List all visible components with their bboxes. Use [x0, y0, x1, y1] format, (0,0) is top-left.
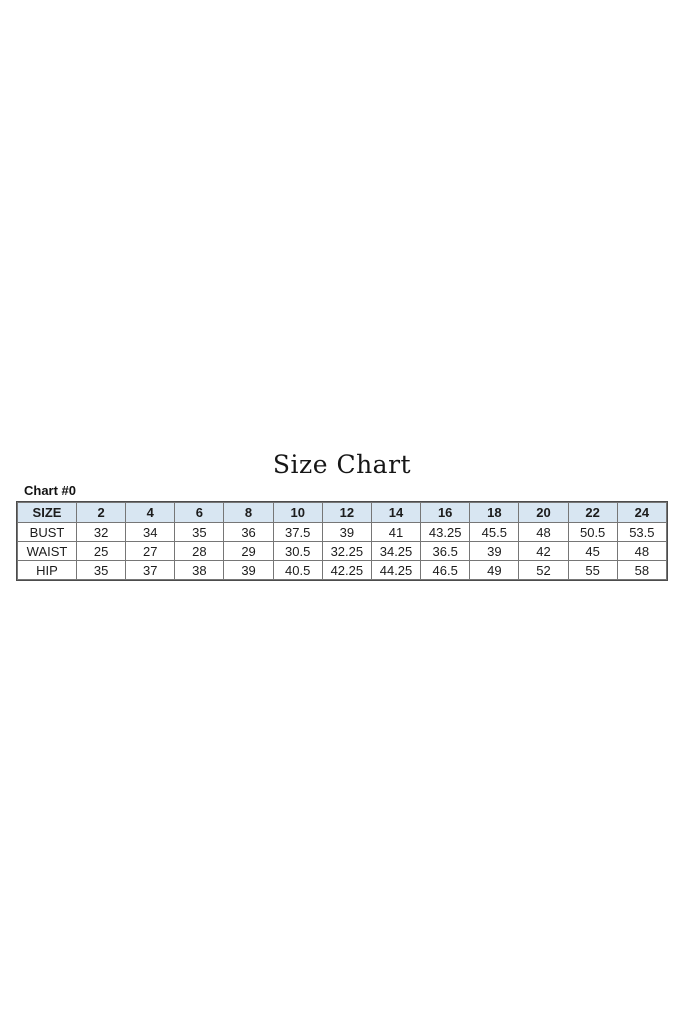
header-cell-4: 4 [125, 502, 176, 523]
header-cell-18: 18 [469, 502, 520, 523]
value-cell: 50.5 [567, 522, 618, 542]
value-cell: 38 [174, 560, 225, 580]
header-cell-20: 20 [518, 502, 569, 523]
value-cell: 34 [125, 522, 176, 542]
header-cell-22: 22 [567, 502, 618, 523]
table-row-waist: WAIST 25 27 28 29 30.5 32.25 34.25 36.5 39 42 45 48 [17, 541, 668, 561]
row-label: WAIST [17, 541, 77, 561]
value-cell: 40.5 [272, 560, 323, 580]
value-cell: 42.25 [321, 560, 372, 580]
header-cell-16: 16 [420, 502, 471, 523]
header-cell-24: 24 [616, 502, 668, 523]
value-cell: 55 [567, 560, 618, 580]
header-cell-2: 2 [75, 502, 127, 523]
value-cell: 36 [223, 522, 274, 542]
value-cell: 35 [75, 560, 127, 580]
value-cell: 37.5 [272, 522, 323, 542]
value-cell: 45.5 [469, 522, 520, 542]
value-cell: 32.25 [321, 541, 372, 561]
table-row-bust: BUST 32 34 35 36 37.5 39 41 43.25 45.5 48 50.5 53.5 [17, 522, 668, 542]
value-cell: 30.5 [272, 541, 323, 561]
value-cell: 36.5 [420, 541, 471, 561]
row-label: BUST [17, 522, 77, 542]
header-cell-8: 8 [223, 502, 274, 523]
value-cell: 44.25 [370, 560, 422, 580]
value-cell: 29 [223, 541, 274, 561]
table-header: SIZE 2 4 6 8 10 12 14 16 18 20 22 24 [17, 502, 668, 523]
row-label: HIP [17, 560, 77, 580]
value-cell: 35 [174, 522, 225, 542]
header-cell-12: 12 [321, 502, 372, 523]
value-cell: 39 [321, 522, 372, 542]
size-chart-table: SIZE 2 4 6 8 10 12 14 16 18 20 22 24 BUST 32 34 35 36 37.… [16, 501, 668, 581]
header-cell-size: SIZE [17, 502, 77, 523]
header-cell-14: 14 [370, 502, 422, 523]
value-cell: 46.5 [420, 560, 471, 580]
value-cell: 42 [518, 541, 569, 561]
table-body: BUST 32 34 35 36 37.5 39 41 43.25 45.5 48 50.5 53.5 W… [17, 522, 668, 580]
value-cell: 45 [567, 541, 618, 561]
value-cell: 39 [223, 560, 274, 580]
header-row: SIZE 2 4 6 8 10 12 14 16 18 20 22 24 [17, 502, 668, 523]
value-cell: 37 [125, 560, 176, 580]
value-cell: 32 [75, 522, 127, 542]
chart-number-label: Chart #0 [24, 483, 77, 498]
header-cell-6: 6 [174, 502, 225, 523]
value-cell: 48 [518, 522, 569, 542]
value-cell: 49 [469, 560, 520, 580]
value-cell: 28 [174, 541, 225, 561]
value-cell: 52 [518, 560, 569, 580]
value-cell: 34.25 [370, 541, 422, 561]
value-cell: 48 [616, 541, 668, 561]
table-row-hip: HIP 35 37 38 39 40.5 42.25 44.25 46.5 49 52 55 58 [17, 560, 668, 580]
value-cell: 39 [469, 541, 520, 561]
value-cell: 27 [125, 541, 176, 561]
header-cell-10: 10 [272, 502, 323, 523]
value-cell: 58 [616, 560, 668, 580]
value-cell: 25 [75, 541, 127, 561]
value-cell: 53.5 [616, 522, 668, 542]
page-title: Size Chart [272, 450, 412, 479]
value-cell: 41 [370, 522, 422, 542]
value-cell: 43.25 [420, 522, 471, 542]
